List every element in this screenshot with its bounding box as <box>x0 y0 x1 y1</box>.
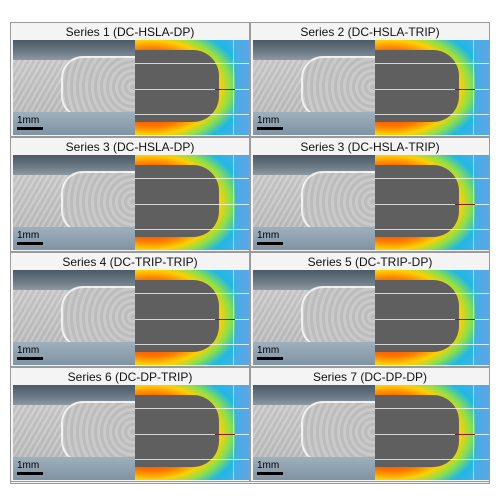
panel-series-3-dp: Series 3 (DC-HSLA-DP) 1mm <box>10 137 250 252</box>
micrograph-image: 1mm <box>253 155 375 250</box>
panel-title: Series 1 (DC-HSLA-DP) <box>65 25 195 39</box>
micrograph-image: 1mm <box>13 40 135 135</box>
micrograph-image: 1mm <box>253 40 375 135</box>
micrograph-image: 1mm <box>13 155 135 250</box>
scale-bar: 1mm <box>257 230 287 246</box>
simulation-heatmap <box>135 270 249 365</box>
scale-label: 1mm <box>17 230 40 241</box>
panel-image-area: 1mm <box>13 385 249 480</box>
scale-bar: 1mm <box>17 345 47 361</box>
panel-title: Series 5 (DC-TRIP-DP) <box>307 255 433 269</box>
scale-bar: 1mm <box>257 460 287 476</box>
panel-image-area: 1mm <box>253 385 489 480</box>
panel-title: Series 3 (DC-HSLA-DP) <box>65 140 195 154</box>
panel-image-area: 1mm <box>13 40 249 135</box>
panel-series-4: Series 4 (DC-TRIP-TRIP) 1mm <box>10 252 250 367</box>
panel-series-7: Series 7 (DC-DP-DP) 1mm <box>250 367 490 482</box>
panel-image-area: 1mm <box>253 270 489 365</box>
micrograph-image: 1mm <box>253 270 375 365</box>
simulation-heatmap <box>375 155 489 250</box>
panel-title: Series 4 (DC-TRIP-TRIP) <box>62 255 198 269</box>
scale-label: 1mm <box>257 460 280 471</box>
micrograph-image: 1mm <box>13 270 135 365</box>
scale-bar: 1mm <box>257 115 287 131</box>
scale-label: 1mm <box>17 115 40 126</box>
panel-title: Series 2 (DC-HSLA-TRIP) <box>300 25 440 39</box>
panel-title: Series 6 (DC-DP-TRIP) <box>67 370 193 384</box>
panel-series-5: Series 5 (DC-TRIP-DP) 1mm <box>250 252 490 367</box>
scale-label: 1mm <box>257 345 280 356</box>
scale-label: 1mm <box>17 460 40 471</box>
panel-series-6: Series 6 (DC-DP-TRIP) 1mm <box>10 367 250 482</box>
panel-series-1: Series 1 (DC-HSLA-DP) 1mm <box>10 22 250 137</box>
panel-image-area: 1mm <box>13 155 249 250</box>
scale-bar: 1mm <box>17 230 47 246</box>
panel-image-area: 1mm <box>13 270 249 365</box>
simulation-heatmap <box>375 270 489 365</box>
micrograph-image: 1mm <box>253 385 375 480</box>
scale-label: 1mm <box>17 345 40 356</box>
micrograph-image: 1mm <box>13 385 135 480</box>
simulation-heatmap <box>135 385 249 480</box>
panel-title: Series 7 (DC-DP-DP) <box>312 370 427 384</box>
simulation-heatmap <box>135 40 249 135</box>
simulation-heatmap <box>375 40 489 135</box>
scale-bar: 1mm <box>257 345 287 361</box>
scale-label: 1mm <box>257 230 280 241</box>
panel-series-3-trip: Series 3 (DC-HSLA-TRIP) 1mm <box>250 137 490 252</box>
scale-label: 1mm <box>257 115 280 126</box>
simulation-heatmap <box>375 385 489 480</box>
panel-image-area: 1mm <box>253 40 489 135</box>
panel-title: Series 3 (DC-HSLA-TRIP) <box>300 140 440 154</box>
scale-bar: 1mm <box>17 115 47 131</box>
panel-series-2: Series 2 (DC-HSLA-TRIP) 1mm <box>250 22 490 137</box>
scale-bar: 1mm <box>17 460 47 476</box>
panel-image-area: 1mm <box>253 155 489 250</box>
simulation-heatmap <box>135 155 249 250</box>
